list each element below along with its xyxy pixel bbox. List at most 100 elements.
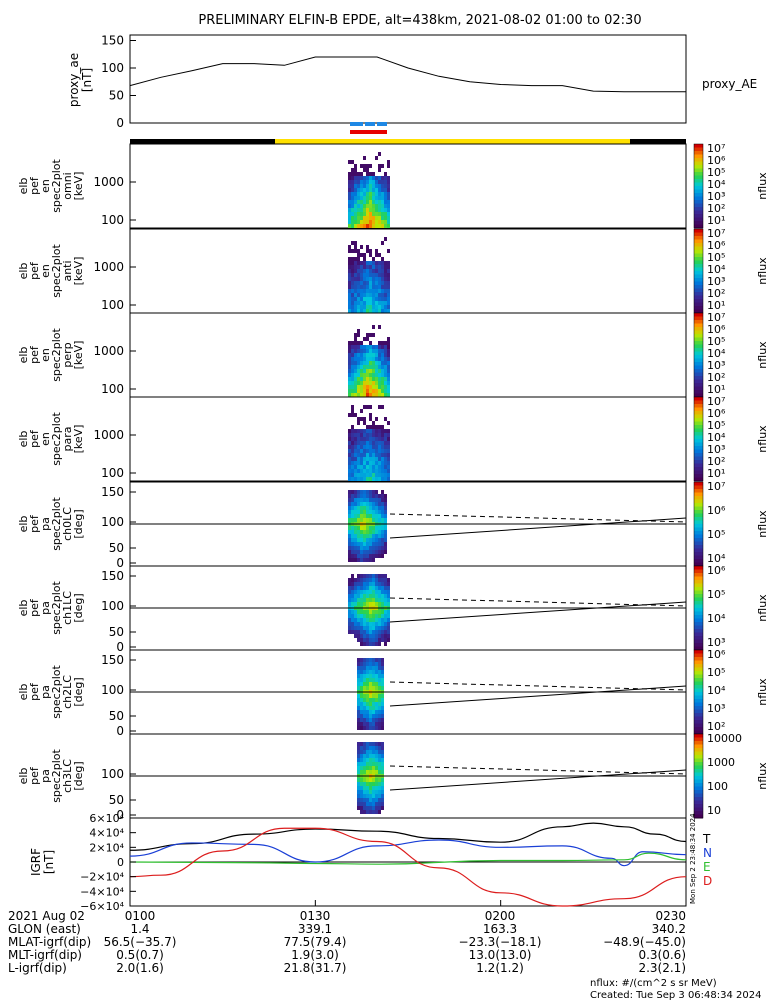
- spectrogram-cell: [381, 277, 384, 281]
- spectrogram-cell: [378, 510, 381, 514]
- spectrogram-cell: [384, 377, 387, 381]
- spectrogram-cell: [384, 180, 387, 184]
- spectrogram-cell: [378, 261, 381, 265]
- colorbar-cell: [694, 811, 703, 815]
- spectrogram-cell: [363, 417, 366, 421]
- spectrogram-cell: [348, 289, 351, 293]
- spectrogram-cell: [354, 180, 357, 184]
- spectrogram-cell: [351, 196, 354, 200]
- colorbar-cell: [694, 506, 703, 511]
- spectrogram-cell: [387, 200, 390, 204]
- colorbar-cell: [694, 147, 703, 152]
- spectrogram-cell: [378, 662, 381, 666]
- spectrogram-cell: [366, 782, 369, 786]
- spectrogram-cell: [348, 208, 351, 212]
- spectrogram-cell: [360, 172, 363, 176]
- spectrogram-cell: [357, 546, 360, 550]
- spectrogram-cell: [357, 510, 360, 514]
- spectrogram-cell: [378, 357, 381, 361]
- spectrogram-cell: [360, 204, 363, 208]
- spectrogram-cell: [378, 453, 381, 457]
- panel-ylabel-line: en: [39, 264, 52, 278]
- spectrogram-cell: [369, 293, 372, 297]
- spectrogram-cell: [354, 168, 357, 172]
- panel-ylabel: elbpefenspec2plotperp[keV]: [17, 328, 85, 382]
- spectrogram-cell: [366, 309, 369, 313]
- spectrogram-cell: [357, 498, 360, 502]
- spectrogram-cell: [351, 377, 354, 381]
- colorbar-cell: [694, 485, 703, 490]
- spectrogram-cell: [363, 686, 366, 690]
- spectrogram-cell: [357, 369, 360, 373]
- spectrogram-cell: [372, 586, 375, 590]
- spectrogram-cell: [354, 301, 357, 305]
- spectrogram-cell: [369, 216, 372, 220]
- spectrogram-cell: [369, 558, 372, 562]
- spectrogram-cell: [381, 281, 384, 285]
- spectrogram-cell: [372, 502, 375, 506]
- spectrogram-cell: [378, 349, 381, 353]
- spectrogram-cell: [354, 196, 357, 200]
- colorbar-cell: [694, 467, 703, 471]
- spectrogram-cell: [363, 405, 366, 409]
- colorbar-cell: [694, 772, 703, 777]
- spectrogram-cell: [360, 245, 363, 249]
- spectrogram-cell: [360, 754, 363, 758]
- spectrogram-cell: [357, 200, 360, 204]
- ephemeris-row-label: L-igrf(dip): [8, 961, 67, 975]
- spectrogram-cell: [378, 794, 381, 798]
- spectrogram-cell: [372, 301, 375, 305]
- spectrogram-cell: [363, 614, 366, 618]
- spectrogram-cell: [354, 494, 357, 498]
- spectrogram-cell: [375, 437, 378, 441]
- spectrogram-cell: [360, 277, 363, 281]
- spectrogram-cell: [351, 357, 354, 361]
- spectrogram-cell: [348, 465, 351, 469]
- spectrogram-cell: [372, 758, 375, 762]
- spectrogram-cell: [375, 353, 378, 357]
- spectrogram-cell: [372, 490, 375, 494]
- spectrogram-cell: [369, 586, 372, 590]
- spectrogram-cell: [366, 742, 369, 746]
- panel-ytick-label: 50: [109, 625, 124, 639]
- spectrogram-cell: [381, 425, 384, 429]
- spectrogram-cell: [375, 550, 378, 554]
- spectrogram-cell: [375, 798, 378, 802]
- spectrogram-cell: [363, 754, 366, 758]
- spectrogram-cell: [384, 550, 387, 554]
- spectrogram-cell: [378, 196, 381, 200]
- spectrogram-cell: [351, 594, 354, 598]
- panel-ylabel-line: pef: [28, 176, 41, 195]
- spectrogram-cell: [378, 626, 381, 630]
- spectrogram-cell: [387, 630, 390, 634]
- spectrogram-cell: [369, 790, 372, 794]
- spectrogram-cell: [357, 361, 360, 365]
- colorbar-tick-label: 10⁴: [707, 612, 726, 625]
- spectrogram-cell: [381, 265, 384, 269]
- spectrogram-cell: [363, 594, 366, 598]
- spectrogram-cell: [375, 156, 378, 160]
- spectrogram-cell: [375, 301, 378, 305]
- spectrogram-cell: [354, 457, 357, 461]
- spectrogram-cell: [348, 389, 351, 393]
- spectrogram-cell: [381, 297, 384, 301]
- spectrogram-cell: [375, 506, 378, 510]
- colorbar-cell: [694, 538, 703, 542]
- spectrogram-cell: [363, 574, 366, 578]
- spectrogram-cell: [372, 718, 375, 722]
- spectrogram-cell: [381, 714, 384, 718]
- spectrogram-cell: [372, 357, 375, 361]
- ephemeris-row-label: 2021 Aug 02: [8, 909, 85, 923]
- spectrogram-cell: [354, 261, 357, 265]
- spectrogram-cell: [375, 445, 378, 449]
- spectrogram-cell: [366, 437, 369, 441]
- spectrogram-cell: [384, 614, 387, 618]
- spectrogram-cell: [363, 770, 366, 774]
- science-zone-blue-2: [365, 122, 375, 126]
- spectrogram-cell: [363, 192, 366, 196]
- spectrogram-cell: [363, 196, 366, 200]
- colorbar-cell: [694, 400, 703, 405]
- spectrogram-cell: [369, 534, 372, 538]
- spectrogram-cell: [348, 373, 351, 377]
